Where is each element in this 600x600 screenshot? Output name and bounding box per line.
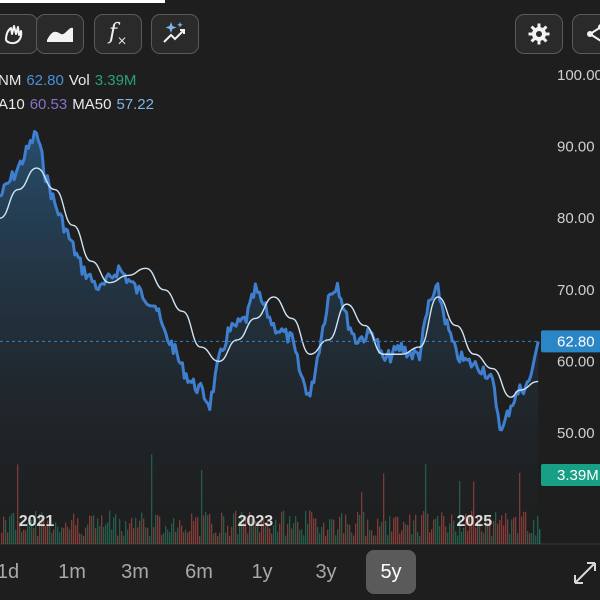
ma50-value: 57.22 [116, 96, 154, 113]
range-6m-button[interactable]: 6m [185, 560, 213, 583]
ai-trend-button[interactable] [151, 14, 199, 54]
x-tick-label: 2021 [19, 513, 55, 530]
volume-value: 3.39M [94, 72, 137, 89]
price-value: 62.80 [26, 72, 64, 89]
volume-bar [539, 529, 541, 544]
svg-text:3.39M: 3.39M [557, 467, 599, 484]
ma50-label: MA50 [72, 96, 112, 113]
current-volume-tag: 3.39M [541, 464, 600, 486]
moving-average-line [0, 167, 539, 398]
ai-trend-icon [163, 22, 185, 43]
price-area [0, 131, 539, 544]
moving-average-readout: A10 60.53 MA50 57.22 [0, 96, 159, 113]
y-tick-label: 80.00 [557, 210, 595, 227]
range-1m-button[interactable]: 1m [58, 560, 86, 583]
y-tick-label: 60.00 [557, 353, 595, 370]
draw-tool-button[interactable] [0, 14, 38, 54]
y-tick-label: 90.00 [557, 139, 595, 156]
chart-type-button[interactable] [36, 14, 84, 54]
y-tick-label: 70.00 [557, 282, 595, 299]
share-icon [587, 24, 600, 42]
range-5y-button[interactable]: 5y [366, 550, 416, 594]
x-tick-label: 2023 [238, 513, 274, 530]
price-volume-readout: NM 62.80 Vol 3.39M [0, 72, 141, 89]
range-1d-button[interactable]: 1d [0, 560, 20, 583]
fullscreen-button[interactable] [570, 558, 600, 588]
range-3m-button[interactable]: 3m [121, 560, 149, 583]
gear-icon [528, 23, 550, 45]
time-range-selector: 1d 1m 3m 6m 1y 3y 5y [0, 548, 600, 600]
share-button[interactable] [572, 14, 600, 54]
price-chart[interactable]: 100.00 90.00 80.00 70.00 60.00 50.00 2021 2023… [0, 60, 600, 546]
indicators-button[interactable]: f× [94, 14, 142, 54]
ma10-value: 60.53 [29, 96, 68, 113]
range-3y-button[interactable]: 3y [315, 560, 337, 583]
volume-label: Vol [68, 72, 90, 89]
expand-icon [574, 562, 596, 584]
range-1y-button[interactable]: 1y [251, 560, 273, 583]
x-tick-label: 2025 [457, 513, 493, 530]
price-label: NM [0, 72, 22, 89]
y-axis-ticks: 100.00 90.00 80.00 70.00 60.00 50.00 [557, 67, 600, 442]
price-line [0, 130, 540, 432]
settings-button[interactable] [515, 14, 563, 54]
svg-text:62.80: 62.80 [557, 333, 595, 350]
area-chart-icon [47, 27, 73, 42]
current-price-tag: 62.80 [541, 330, 600, 353]
ma10-label: A10 [0, 96, 25, 113]
function-icon: f× [108, 20, 128, 48]
active-tab-indicator [0, 0, 165, 3]
draw-hand-icon [5, 25, 23, 45]
x-axis-ticks: 2021 2023 2025 [19, 513, 493, 530]
y-tick-label: 50.00 [557, 425, 595, 442]
chart-toolbar: f× [0, 12, 600, 58]
y-tick-label: 100.00 [557, 67, 600, 84]
